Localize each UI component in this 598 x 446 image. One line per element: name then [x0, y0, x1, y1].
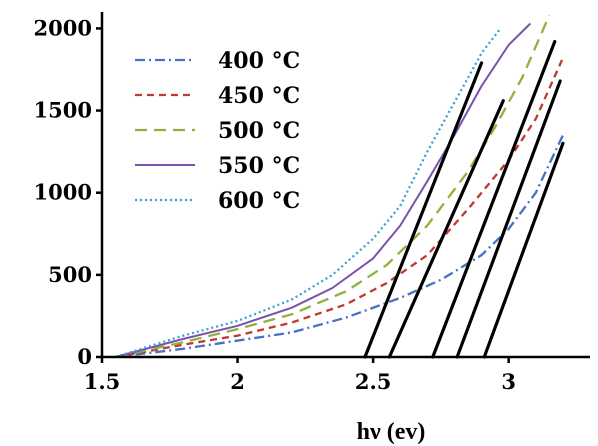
y-tick-label: 500 [48, 262, 92, 287]
x-tick-label: 2.5 [355, 369, 392, 394]
tangent-line-0 [363, 61, 484, 359]
x-tick-label: 1.5 [84, 369, 121, 394]
tangent-line-4 [482, 141, 565, 359]
series-line-2 [115, 14, 551, 357]
series-line-3 [115, 22, 532, 357]
plot-area [115, 14, 565, 359]
y-tick-label: 1500 [34, 98, 92, 123]
legend-label-0: 400 °C [218, 48, 300, 74]
tangent-line-2 [431, 39, 557, 359]
legend: 400 °C 450 °C 500 °C 550 °C 600 °C [135, 48, 300, 214]
x-tick-label: 3 [501, 369, 516, 394]
axes: 0 500 1000 1500 2000 1.5 2 2.5 3 [34, 12, 590, 394]
legend-label-2: 500 °C [218, 118, 300, 144]
tangent-line-1 [387, 99, 505, 359]
y-tick-label: 1000 [34, 180, 92, 205]
series-line-4 [115, 27, 502, 357]
y-tick-label: 2000 [34, 15, 92, 40]
x-axis-title: hν (ev) [357, 419, 426, 445]
tangent-line-3 [455, 79, 562, 359]
series-line-1 [115, 57, 564, 357]
y-tick-label: 0 [77, 344, 92, 369]
series-line-0 [115, 134, 564, 357]
x-tick-label: 2 [230, 369, 245, 394]
legend-label-4: 600 °C [218, 188, 300, 214]
legend-label-1: 450 °C [218, 83, 300, 109]
legend-label-3: 550 °C [218, 153, 300, 179]
